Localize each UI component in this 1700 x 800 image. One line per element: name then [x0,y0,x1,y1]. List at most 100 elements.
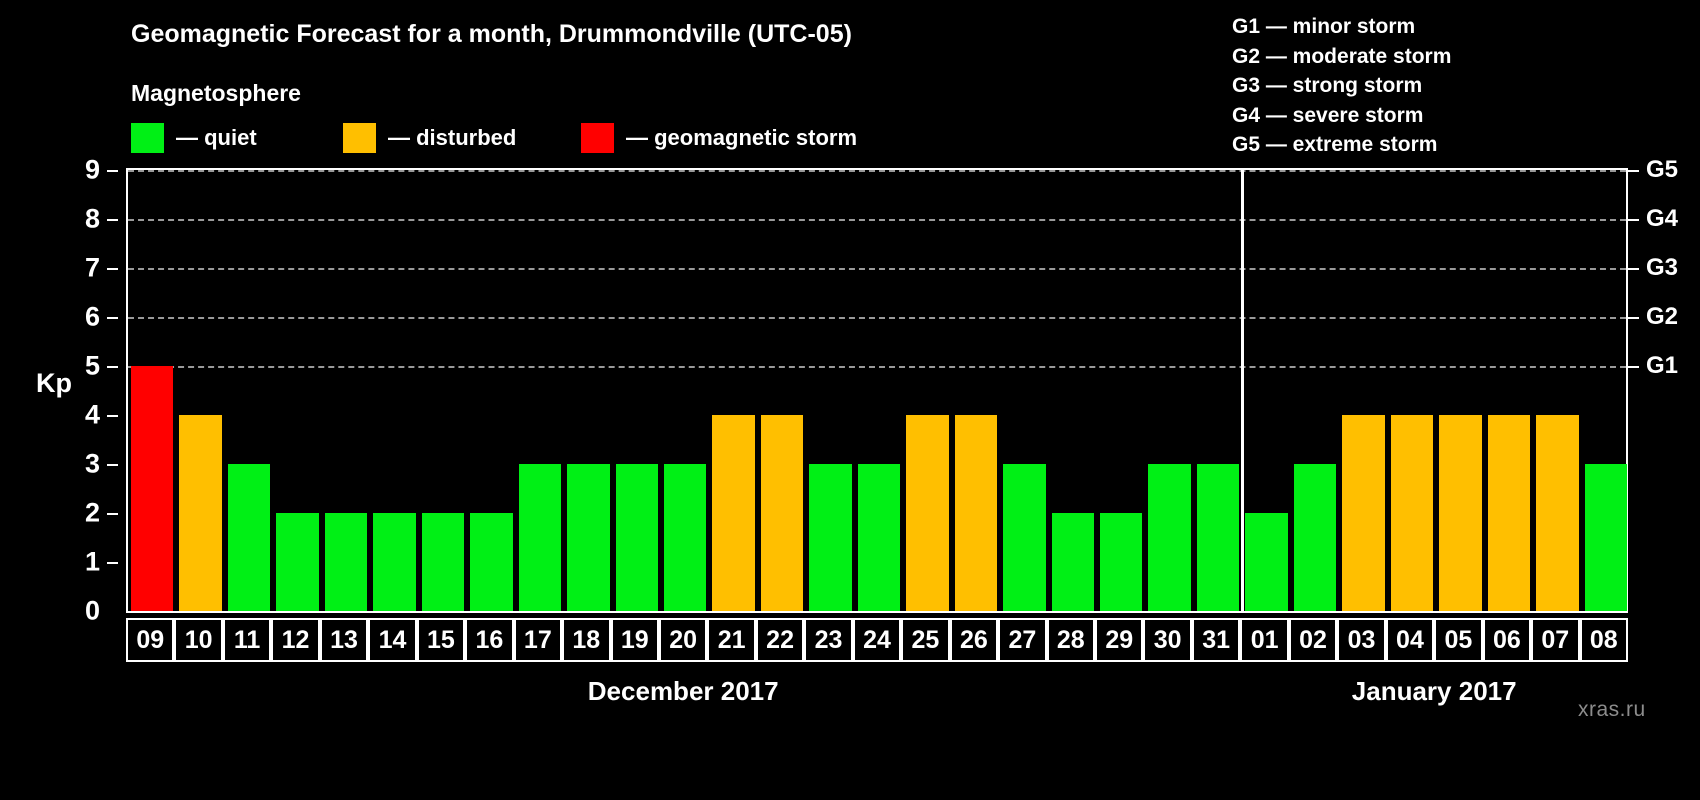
g-scale-row-3: G3 — strong storm [1232,74,1423,97]
bar-28[interactable] [1051,513,1095,611]
day-label-07[interactable]: 07 [1531,618,1580,662]
legend-item-1: — disturbed [343,123,516,153]
y-tick-mark-5 [107,366,118,368]
day-label-18[interactable]: 18 [562,618,611,662]
day-label-02[interactable]: 02 [1288,618,1338,662]
day-label-14[interactable]: 14 [368,618,417,662]
day-label-05[interactable]: 05 [1434,618,1483,662]
bar-23[interactable] [809,464,852,611]
bar-06[interactable] [1487,415,1531,611]
gridline-kp-8 [128,219,1626,221]
day-label-20[interactable]: 20 [658,618,708,662]
day-label-09[interactable]: 09 [126,618,175,662]
day-label-25[interactable]: 25 [901,618,950,662]
day-label-21[interactable]: 21 [707,618,756,662]
y-tick-mark-2 [107,513,118,515]
bar-30[interactable] [1148,464,1191,611]
bar-02[interactable] [1293,464,1337,611]
bar-13[interactable] [324,513,368,611]
g-tick-label-G5: G5 [1646,156,1679,183]
day-label-strip: 09 10 11 12 13 14 15 16 17 18 19 20 21 22 23 24 25 26 27 28… [126,618,1628,662]
bar-24[interactable] [857,464,901,611]
day-label-28[interactable]: 28 [1046,618,1096,662]
g-tick-mark-G4 [1628,219,1639,221]
bar-03[interactable] [1342,415,1385,611]
y-tick-mark-3 [107,464,118,466]
g-tick-label-G1: G1 [1646,352,1679,379]
bar-04[interactable] [1390,415,1434,611]
bar-08[interactable] [1584,464,1627,611]
bar-20[interactable] [663,464,707,611]
day-label-22[interactable]: 22 [755,618,805,662]
bar-17[interactable] [518,464,562,611]
bar-10[interactable] [179,415,222,611]
bar-19[interactable] [615,464,658,611]
day-label-23[interactable]: 23 [804,618,853,662]
bar-25[interactable] [906,415,949,611]
day-label-29[interactable]: 29 [1095,618,1144,662]
red-square-swatch [581,123,614,153]
day-label-06[interactable]: 06 [1482,618,1532,662]
page-title: Geomagnetic Forecast for a month, Drummo… [131,20,852,48]
day-label-17[interactable]: 17 [513,618,563,662]
g-axis: G1 G2 G3 G4 G5 [1628,156,1700,613]
bar-26[interactable] [954,415,998,611]
y-tick-label-7: 7 [84,252,100,283]
g-scale-row-5: G5 — extreme storm [1232,133,1438,156]
bar-11[interactable] [227,464,271,611]
g-tick-mark-G1 [1628,366,1639,368]
legend-item-label: — quiet [176,125,257,150]
day-label-08[interactable]: 08 [1579,618,1628,662]
g-tick-mark-G2 [1628,317,1639,319]
day-label-10[interactable]: 10 [174,618,223,662]
gridline-kp-7 [128,268,1626,270]
day-label-19[interactable]: 19 [610,618,659,662]
day-label-26[interactable]: 26 [949,618,999,662]
day-label-11[interactable]: 11 [222,618,272,662]
bar-09[interactable] [131,366,174,611]
day-label-01[interactable]: 01 [1240,618,1289,662]
bar-31[interactable] [1196,464,1240,611]
day-label-13[interactable]: 13 [319,618,369,662]
y-tick-mark-1 [107,562,118,564]
bar-01[interactable] [1245,513,1288,611]
bar-21[interactable] [712,415,755,611]
day-label-24[interactable]: 24 [852,618,902,662]
gridline-kp-9 [128,170,1626,172]
y-tick-mark-7 [107,268,118,270]
bar-14[interactable] [373,513,416,611]
y-tick-label-6: 6 [84,301,100,332]
y-tick-label-0: 0 [84,595,100,626]
bar-15[interactable] [421,513,465,611]
bar-07[interactable] [1536,415,1579,611]
plot-inner [128,170,1627,611]
bar-18[interactable] [567,464,610,611]
bar-27[interactable] [1003,464,1046,611]
day-label-12[interactable]: 12 [271,618,320,662]
bar-22[interactable] [760,415,804,611]
y-tick-label-5: 5 [84,350,100,381]
plot-area [126,168,1628,613]
legend-item-label: — geomagnetic storm [626,125,858,150]
bar-29[interactable] [1100,513,1143,611]
day-label-16[interactable]: 16 [465,618,514,662]
day-label-27[interactable]: 27 [998,618,1047,662]
bar-12[interactable] [276,513,319,611]
green-square-swatch [131,123,164,153]
bar-05[interactable] [1439,415,1482,611]
gridline-kp-6 [128,317,1626,319]
legend-item-label: — disturbed [388,125,517,150]
day-label-30[interactable]: 30 [1143,618,1192,662]
gridline-kp-5 [128,366,1626,368]
y-tick-mark-9 [107,170,118,172]
y-tick-label-1: 1 [84,546,100,577]
legend-heading: Magnetosphere [131,80,301,106]
day-label-31[interactable]: 31 [1191,618,1241,662]
day-label-04[interactable]: 04 [1385,618,1435,662]
y-tick-mark-4 [107,415,118,417]
bar-16[interactable] [470,513,513,611]
day-label-15[interactable]: 15 [416,618,466,662]
day-label-03[interactable]: 03 [1337,618,1386,662]
y-tick-label-9: 9 [84,154,100,185]
g-tick-mark-G3 [1628,268,1639,270]
